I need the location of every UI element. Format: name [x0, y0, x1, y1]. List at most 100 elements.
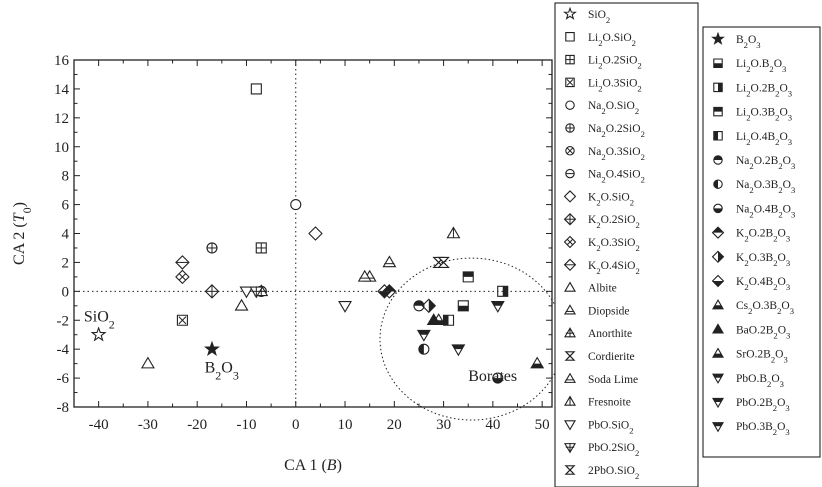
data-point — [457, 300, 469, 312]
y-tick-label: -8 — [57, 400, 70, 416]
legend-entry: Li2O.3B2O3 — [713, 106, 792, 123]
data-point — [204, 340, 220, 356]
legend-left: SiO2 Li2O.SiO2 Li2O.2SiO2 Li2O.3SiO2 Na2O.Si… — [554, 2, 699, 487]
legend-marker — [712, 323, 724, 334]
legend-entry: Li2O.4B2O3 — [713, 131, 792, 147]
x-tick-label: -20 — [187, 417, 207, 433]
legend-marker — [713, 203, 723, 214]
legend-label: PbO.2SiO2 — [588, 442, 639, 458]
legend-marker — [563, 6, 577, 20]
x-tick-label: 40 — [485, 417, 500, 433]
legend-marker — [564, 465, 576, 475]
x-tick-label: 10 — [338, 417, 353, 433]
plot-area: -40 -30 -20 -10 0 10 20 30 40 50-8-6-4-2024681012… — [11, 53, 564, 474]
y-tick-label: 16 — [54, 53, 70, 69]
legend-entry: K2O.2SiO2 — [563, 212, 640, 230]
legend-entry: K2O.4B2O3 — [711, 274, 790, 292]
y-tick-label: -2 — [57, 313, 70, 329]
legend-label: K2O.4B2O3 — [736, 276, 790, 292]
x-tick-label: 20 — [387, 417, 402, 433]
legend-entry: K2O.SiO2 — [563, 190, 634, 207]
x-tick-label: 30 — [436, 417, 451, 433]
x-tick-label: 0 — [292, 417, 300, 433]
data-point — [497, 285, 509, 297]
data-point — [413, 300, 425, 312]
legend-marker — [563, 190, 577, 203]
legend-label: K2O.2SiO2 — [588, 214, 640, 230]
legend-marker — [565, 123, 575, 133]
y-tick-label: -4 — [57, 342, 70, 358]
data-point — [249, 286, 264, 299]
legend-entry: Diopside — [564, 304, 630, 317]
legend-marker — [565, 77, 575, 88]
data-point — [416, 329, 431, 342]
legend-entry: Na2O.4B2O3 — [713, 203, 795, 219]
annotation-label: Borates — [468, 368, 517, 385]
y-tick-label: 6 — [62, 198, 70, 214]
legend-label: PbO.SiO2 — [588, 419, 634, 435]
legend-label: Li2O.3B2O3 — [736, 107, 792, 123]
legend-label: Na2O.2SiO2 — [588, 123, 645, 139]
legend-entry: PbO.B2O3 — [712, 373, 784, 389]
legend-label: Na2O.4B2O3 — [736, 203, 795, 219]
legend-marker — [713, 82, 723, 93]
legend-marker — [564, 443, 576, 454]
legend-marker — [711, 274, 725, 288]
legend-label: 2PbO.SiO2 — [588, 465, 639, 481]
legend-entry: Li2O.2B2O3 — [713, 82, 792, 98]
legend-label: Fresnoite — [588, 397, 631, 409]
x-tick-label: -40 — [89, 417, 109, 433]
legend-marker — [712, 422, 724, 433]
data-point — [175, 255, 190, 270]
legend-entry: Cordierite — [564, 351, 635, 363]
legend-marker — [711, 250, 725, 264]
legend-entry: 2PbO.SiO2 — [564, 465, 639, 481]
legend-entry: BaO.2B2O3 — [712, 323, 790, 340]
data-point — [530, 356, 545, 369]
y-tick-label: 8 — [62, 169, 70, 185]
legend-entry: Li2O.SiO2 — [565, 32, 636, 48]
legend-label: Soda Lime — [588, 374, 638, 386]
data-point — [250, 83, 262, 95]
data-point — [418, 343, 430, 355]
legend-entry: Li2O.3SiO2 — [565, 77, 642, 93]
legend-label: Na2O.SiO2 — [588, 100, 639, 116]
y-tick-label: 10 — [54, 140, 69, 156]
data-point — [492, 372, 504, 384]
legend-frame — [554, 2, 699, 487]
y-tick-label: 2 — [62, 255, 70, 271]
y-tick-label: 0 — [62, 284, 70, 300]
legend-entry: Li2O.2SiO2 — [565, 55, 642, 71]
legend-entry: B2O3 — [711, 31, 761, 50]
legend-marker — [712, 299, 724, 310]
legend-marker — [565, 168, 575, 179]
legend-marker — [564, 372, 576, 383]
legend-entry: PbO.2B2O3 — [712, 397, 790, 413]
x-tick-label: 50 — [535, 417, 550, 433]
legend-marker — [564, 395, 576, 406]
data-point — [140, 356, 155, 369]
legend-frame — [702, 26, 821, 458]
legend-marker — [712, 397, 724, 409]
legend-label: Li2O.SiO2 — [588, 32, 636, 48]
legend-entry: Fresnoite — [564, 395, 631, 409]
data-point — [176, 314, 188, 326]
legend-marker — [713, 58, 723, 68]
data-point — [206, 242, 218, 254]
data-point — [377, 284, 392, 299]
legend-label: Li2O.2B2O3 — [736, 82, 792, 98]
x-tick-label: -30 — [138, 417, 158, 433]
legend-label: Cordierite — [588, 351, 635, 363]
data-point — [442, 314, 455, 326]
data-point — [357, 269, 372, 282]
data-point — [490, 300, 505, 313]
legend-marker — [564, 420, 576, 431]
legend-marker — [564, 281, 576, 292]
legend-entry: Na2O.2B2O3 — [713, 155, 795, 171]
legend-label: Na2O.3B2O3 — [736, 179, 795, 195]
data-point — [234, 298, 249, 311]
data-point — [437, 256, 450, 268]
legend-marker — [713, 106, 723, 117]
data-point — [382, 255, 397, 268]
legend-label: K2O.4SiO2 — [588, 260, 640, 276]
